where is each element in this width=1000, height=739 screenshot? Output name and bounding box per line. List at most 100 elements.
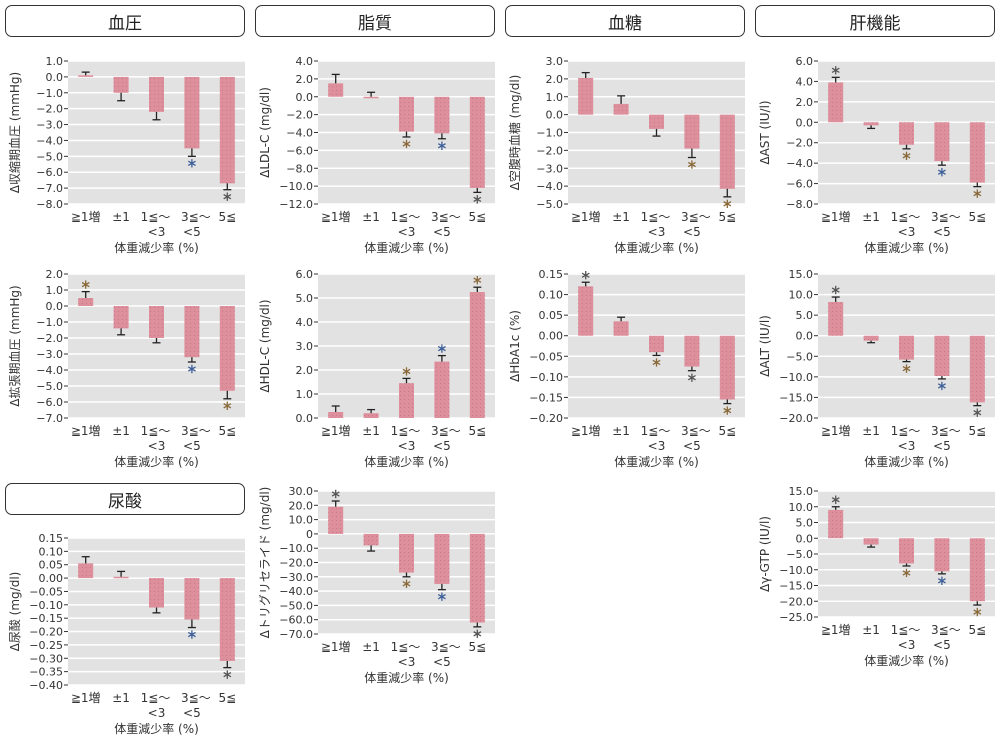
header-uric-acid: 尿酸	[5, 483, 245, 515]
significance-asterisk	[331, 489, 340, 499]
y-tick-label: 6.0	[296, 268, 314, 281]
y-axis-title: Δ尿酸 (mg/dl)	[7, 572, 22, 652]
y-tick-label: −0.35	[29, 666, 63, 679]
y-tick-label: −8.0	[36, 198, 63, 211]
y-tick-label: −20.0	[779, 412, 813, 425]
x-tick-label: 5≦	[718, 424, 736, 438]
x-tick-label: <5	[183, 439, 201, 453]
x-tick-label: 5≦	[468, 210, 486, 224]
y-tick-label: 3.0	[546, 55, 564, 68]
x-tick-label: 5≦	[468, 424, 486, 438]
y-tick-label: −7.0	[36, 412, 63, 425]
bar	[649, 335, 664, 353]
x-axis-title: 体重減少率 (%)	[864, 454, 949, 469]
x-tick-label: <3	[148, 706, 166, 720]
significance-asterisk	[902, 151, 911, 161]
y-tick-label: −3.0	[36, 119, 63, 132]
x-tick-label: 3≦～	[181, 210, 211, 224]
bar	[149, 578, 164, 608]
significance-asterisk	[437, 592, 446, 601]
y-tick-label: 1.0	[296, 388, 314, 401]
y-tick-label: −4.0	[36, 134, 63, 147]
chart-fbg: 3.0 2.0 1.0 0.0 −1.0 −2.0 −3.0 −4.0 −5.0 ≧1増 ±1 1≦～…	[507, 55, 745, 255]
bar	[969, 335, 985, 403]
x-tick-label: 3≦～	[681, 210, 711, 224]
y-tick-label: −4.0	[286, 127, 313, 140]
x-axis-title: 体重減少率 (%)	[864, 240, 949, 255]
x-tick-label: ±1	[612, 210, 630, 224]
x-tick-label: <3	[398, 225, 416, 239]
x-axis-title: 体重減少率 (%)	[114, 240, 199, 255]
x-tick-label: <3	[648, 225, 666, 239]
bar	[434, 533, 450, 584]
x-tick-label: <3	[898, 638, 916, 652]
y-tick-label: 2.0	[296, 73, 314, 86]
y-tick-label: −5.0	[36, 150, 63, 163]
y-axis-title: Δ拡張期血圧 (mmHg)	[8, 285, 22, 406]
x-tick-label: 1≦～	[641, 210, 671, 224]
header-blood-pressure: 血圧	[5, 5, 245, 37]
x-tick-label: <5	[183, 706, 201, 720]
y-axis-title: ΔAST (IU/l)	[758, 100, 772, 164]
y-tick-label: −15.0	[779, 580, 813, 593]
x-tick-label: 1≦～	[891, 424, 921, 438]
x-tick-label: 1≦～	[891, 210, 921, 224]
bar	[469, 96, 485, 188]
x-tick-label: <3	[398, 655, 416, 669]
y-tick-label: 0.00	[539, 330, 564, 343]
x-tick-label: <3	[898, 225, 916, 239]
bar	[434, 96, 450, 134]
y-tick-label: 1.0	[46, 55, 64, 68]
significance-asterisk	[581, 271, 590, 280]
bar	[578, 77, 594, 115]
y-tick-label: −4.0	[36, 364, 63, 377]
y-tick-label: −5.0	[786, 548, 813, 561]
bar	[863, 538, 879, 545]
x-tick-label: 5≦	[968, 623, 986, 637]
x-tick-label: 1≦～	[141, 210, 171, 224]
y-tick-label: −0.40	[29, 679, 63, 692]
bar	[969, 122, 985, 183]
bar	[719, 335, 735, 400]
bar	[649, 114, 664, 129]
x-tick-label: ±1	[862, 424, 880, 438]
x-tick-label: ≧1増	[821, 623, 851, 637]
significance-asterisk	[652, 358, 661, 367]
x-tick-label: 3≦～	[681, 424, 711, 438]
x-tick-label: <5	[433, 655, 451, 669]
y-axis-title: Δγ-GTP (IU/l)	[758, 516, 772, 592]
y-tick-label: −50.0	[279, 599, 313, 612]
bar	[828, 301, 844, 336]
y-tick-label: −6.0	[36, 396, 63, 409]
significance-asterisk	[831, 66, 840, 75]
x-tick-label: <5	[933, 225, 951, 239]
bar	[828, 82, 844, 123]
bar	[328, 506, 344, 534]
significance-asterisk	[402, 367, 411, 376]
x-tick-label: 3≦～	[181, 424, 211, 438]
x-tick-label: ±1	[362, 640, 380, 654]
y-tick-label: −10.0	[779, 371, 813, 384]
y-tick-label: −70.0	[279, 628, 313, 641]
y-tick-label: 10.0	[289, 514, 314, 527]
x-tick-label: ≧1増	[321, 210, 351, 224]
x-tick-label: <3	[148, 225, 166, 239]
bar	[578, 286, 594, 336]
significance-asterisk	[723, 199, 732, 209]
x-tick-label: <3	[148, 439, 166, 453]
bar	[219, 578, 235, 661]
significance-asterisk	[473, 195, 482, 204]
y-tick-label: 15.0	[789, 268, 814, 281]
bar	[434, 361, 450, 418]
x-tick-label: 5≦	[968, 424, 986, 438]
significance-asterisk	[223, 192, 232, 201]
y-tick-label: 0.0	[296, 91, 314, 104]
y-tick-label: 20.0	[289, 499, 314, 512]
bar	[113, 576, 129, 579]
y-tick-label: −4.0	[786, 157, 813, 170]
x-tick-label: ±1	[362, 210, 380, 224]
x-tick-label: 5≦	[218, 210, 236, 224]
chart-sbp: 1.0 0.0 −1.0 −2.0 −3.0 −4.0 −5.0 −6.0 −7.0 −8.0 ≧1…	[7, 55, 245, 255]
y-tick-label: −7.0	[36, 182, 63, 195]
